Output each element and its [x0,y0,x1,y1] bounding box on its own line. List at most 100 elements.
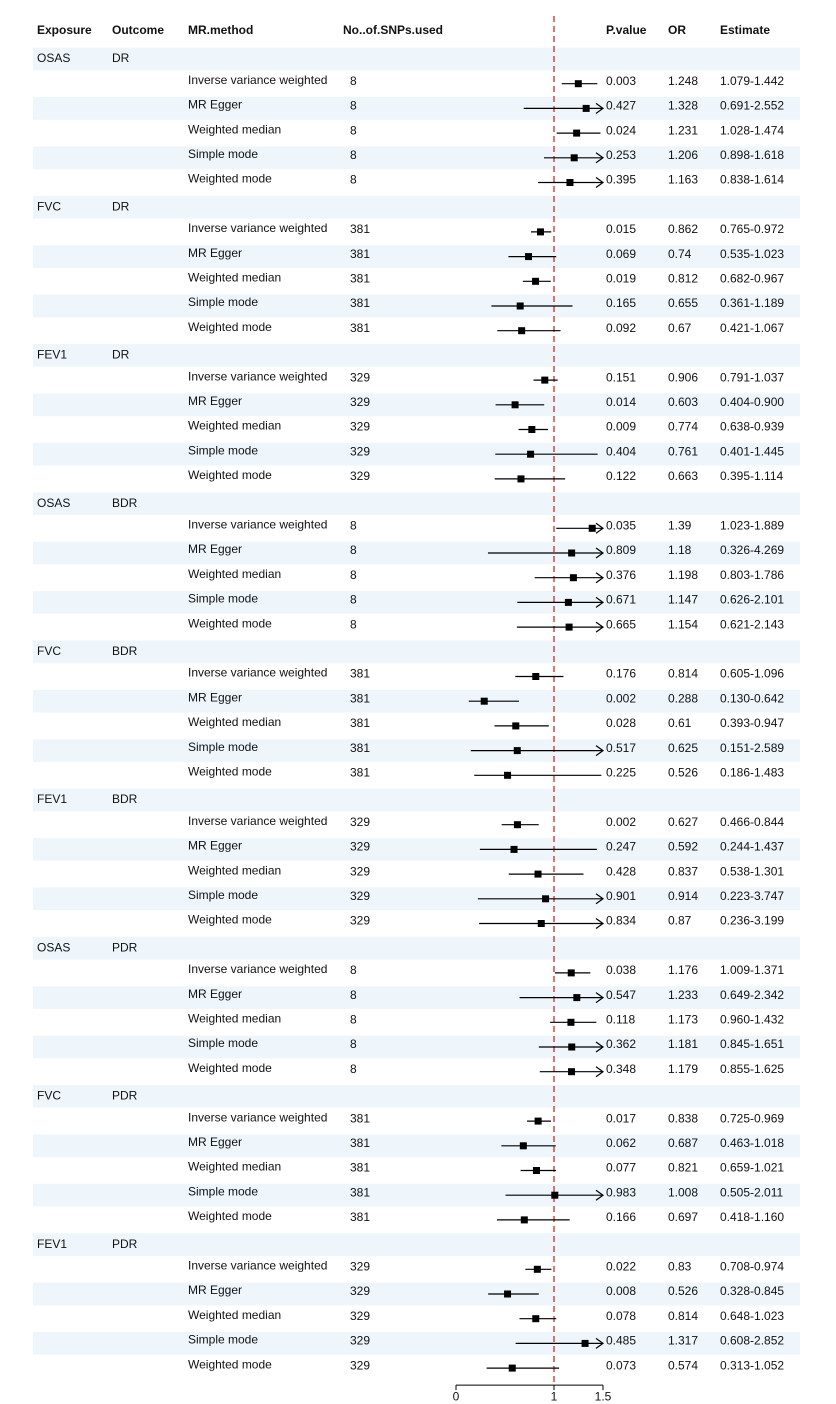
snps-value: 8 [350,148,357,162]
point-estimate [518,327,526,335]
method-label: Inverse variance weighted [188,962,327,976]
snps-value: 8 [350,988,357,1002]
estimate-ci: 0.418-1.160 [720,1210,784,1224]
pvalue: 0.077 [606,1161,636,1175]
header-pvalue: P.value [606,23,647,37]
estimate-ci: 1.023-1.889 [720,518,784,532]
estimate-ci: 0.725-0.969 [720,1111,784,1125]
row-stripe [33,195,800,219]
or-value: 0.625 [668,741,698,755]
estimate-ci: 0.765-0.972 [720,222,784,236]
estimate-ci: 0.845-1.651 [720,1037,784,1051]
estimate-ci: 0.151-2.589 [720,741,784,755]
pvalue: 0.809 [606,543,636,557]
method-label: MR Egger [188,839,242,853]
estimate-ci: 0.898-1.618 [720,148,784,162]
method-label: MR Egger [188,98,242,112]
method-label: Weighted mode [188,764,272,778]
outcome-label: DR [112,51,130,65]
point-estimate [519,1142,527,1150]
estimate-ci: 0.313-1.052 [720,1358,784,1372]
ci-arrow [595,992,605,1004]
or-value: 0.812 [668,271,698,285]
snps-value: 381 [350,296,370,310]
row-stripe [33,146,800,170]
point-estimate [504,771,512,779]
pvalue: 0.028 [606,716,636,730]
estimate-ci: 0.421-1.067 [720,321,784,335]
estimate-ci: 0.186-1.483 [720,765,784,779]
or-value: 0.83 [668,1259,692,1273]
outcome-label: PDR [112,1237,138,1251]
pvalue: 0.122 [606,469,636,483]
or-value: 0.603 [668,395,698,409]
pvalue: 0.062 [606,1136,636,1150]
method-label: Weighted mode [188,1061,272,1075]
row-stripe [33,1332,800,1355]
method-label: Inverse variance weighted [188,1258,327,1272]
header-snps: No..of.SNPs.used [343,23,443,37]
method-label: MR Egger [188,394,242,408]
row-stripe [33,838,800,861]
estimate-ci: 0.505-2.011 [720,1185,783,1199]
estimate-ci: 0.466-0.844 [720,815,784,829]
pvalue: 0.024 [606,123,636,137]
outcome-label: BDR [112,644,138,658]
or-value: 0.663 [668,469,698,483]
pvalue: 0.003 [606,74,636,88]
or-value: 0.87 [668,914,692,928]
pvalue: 0.165 [606,296,636,310]
ci-arrow [595,152,605,164]
point-estimate [525,253,533,261]
ci-arrow [595,572,605,584]
point-estimate [573,129,581,137]
header-estimate: Estimate [720,23,770,37]
or-value: 0.774 [668,420,698,434]
exposure-label: OSAS [37,51,70,65]
estimate-ci: 0.649-2.342 [720,988,784,1002]
point-estimate [527,450,535,458]
point-estimate [582,104,590,112]
estimate-ci: 0.659-1.021 [720,1161,784,1175]
snps-value: 329 [350,864,370,878]
row-stripe [33,1282,800,1306]
pvalue: 0.834 [606,914,636,928]
snps-value: 381 [350,765,370,779]
pvalue: 0.078 [606,1309,636,1323]
estimate-ci: 0.244-1.437 [720,840,784,854]
estimate-ci: 0.855-1.625 [720,1062,784,1076]
point-estimate [513,821,521,829]
point-estimate [537,920,545,927]
method-label: Inverse variance weighted [188,1110,327,1124]
estimate-ci: 0.326-4.269 [720,543,784,557]
or-value: 1.198 [668,568,698,582]
estimate-ci: 0.648-1.023 [720,1309,784,1323]
or-value: 0.627 [668,815,698,829]
point-estimate [565,623,573,631]
pvalue: 0.517 [606,741,636,755]
point-estimate [541,376,549,384]
header-method: MR.method [188,23,253,37]
method-label: Weighted mode [188,1209,272,1223]
exposure-label: OSAS [37,496,70,510]
row-stripe [33,1134,800,1158]
row-stripe [33,393,800,417]
or-value: 0.837 [668,864,698,878]
snps-value: 381 [350,247,370,261]
estimate-ci: 0.838-1.614 [720,173,784,187]
row-stripe [33,591,800,614]
method-label: Weighted median [188,122,281,136]
pvalue: 0.008 [606,1284,636,1298]
snps-value: 381 [350,1161,370,1175]
point-estimate [566,179,574,186]
or-value: 1.206 [668,148,698,162]
snps-value: 8 [350,543,357,557]
row-stripe [33,640,800,664]
snps-value: 8 [350,1062,357,1076]
exposure-label: FVC [37,1089,61,1103]
estimate-ci: 0.130-0.642 [720,691,784,705]
ci-arrow [595,893,605,905]
pvalue: 0.395 [606,173,636,187]
method-label: Simple mode [188,147,258,161]
point-estimate [534,1117,542,1125]
